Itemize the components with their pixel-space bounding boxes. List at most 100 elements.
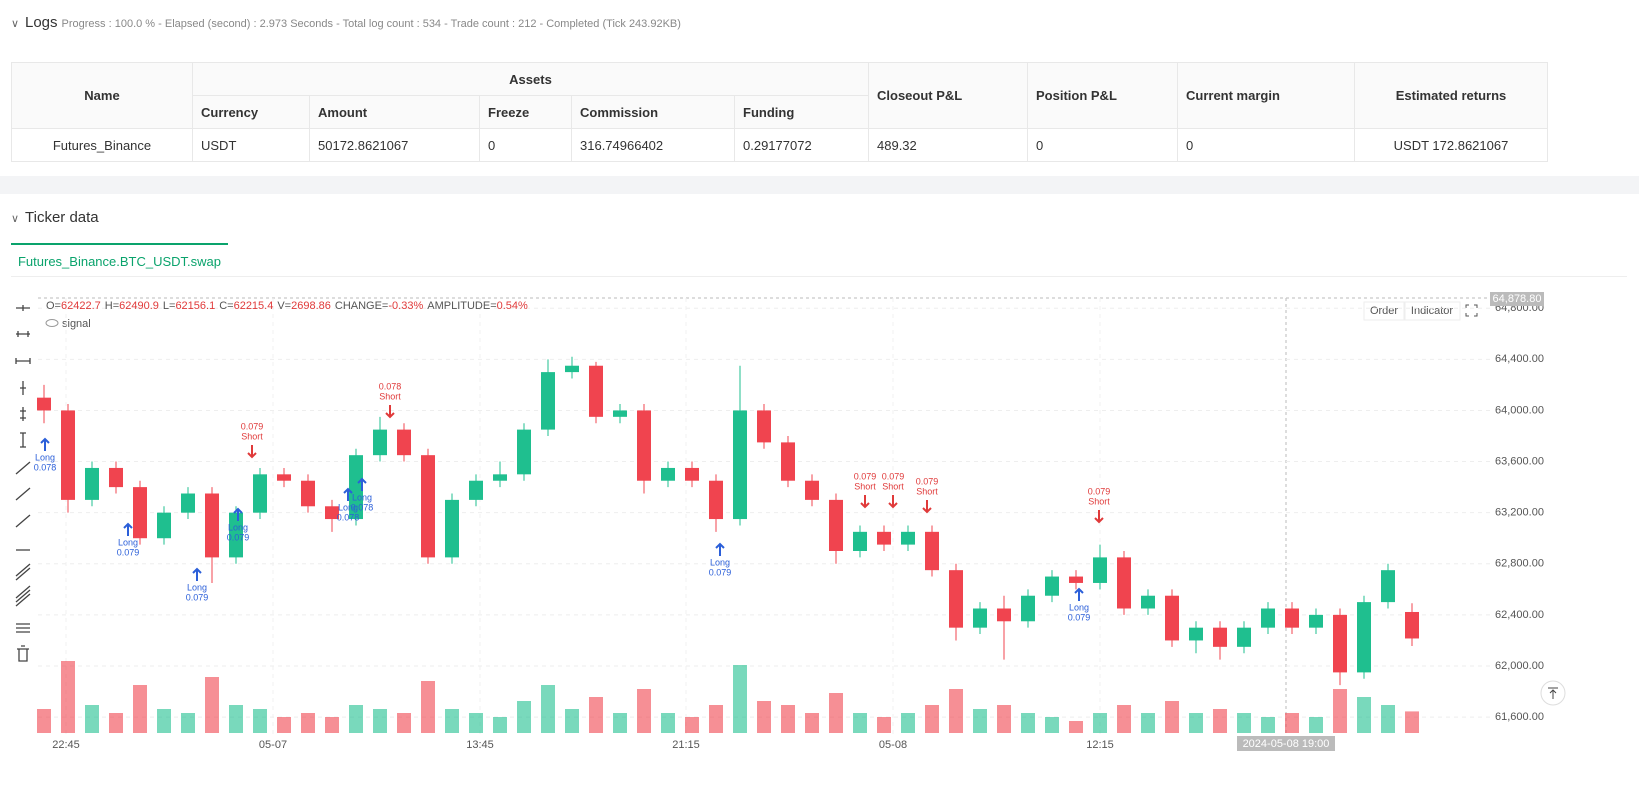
volume-bar — [205, 677, 219, 733]
candle-body — [829, 499, 843, 551]
logs-header[interactable]: ∨ Logs Progress : 100.0 % - Elapsed (secon… — [11, 14, 681, 31]
y-tick-label: 64,000.00 — [1495, 404, 1544, 416]
volume-bar — [1117, 705, 1131, 733]
cell: USDT — [192, 128, 310, 162]
candle-body — [805, 480, 819, 500]
ohlc-value: 62490.9 — [119, 300, 159, 312]
volume-bar — [1021, 713, 1035, 733]
signal-amount: 0.079 — [1068, 612, 1091, 622]
volume-bar — [493, 717, 507, 733]
cell: USDT 172.8621067 — [1354, 128, 1548, 162]
crosshair-y-box — [1490, 292, 1544, 306]
volume-bar — [349, 705, 363, 733]
candle-body — [349, 455, 363, 520]
candle-body — [781, 442, 795, 481]
symbol-tab[interactable]: Futures_Binance.BTC_USDT.swap — [11, 243, 228, 277]
volume-bar — [1093, 713, 1107, 733]
candle-body — [277, 474, 291, 481]
candle-body — [613, 410, 627, 417]
candle-body — [61, 410, 75, 500]
volume-bar — [421, 681, 435, 733]
candle-body — [853, 531, 867, 551]
signal-side: Long — [118, 537, 138, 547]
volume-bar — [877, 717, 891, 733]
candle-body — [685, 467, 699, 481]
ohlc-value: 62215.4 — [234, 300, 274, 312]
candle-body — [1189, 627, 1203, 641]
volume-bar — [541, 685, 555, 733]
candle-body — [1285, 608, 1299, 628]
candle-body — [661, 467, 675, 481]
candle-body — [373, 429, 387, 456]
tool-icon[interactable] — [16, 305, 30, 311]
signal-side: Long — [187, 582, 207, 592]
cell: 0 — [479, 128, 572, 162]
tool-icon[interactable] — [15, 461, 31, 475]
volume-bar — [1309, 717, 1323, 733]
candle-body — [1021, 595, 1035, 622]
candle-body — [445, 499, 459, 558]
volume-bar — [829, 693, 843, 733]
volume-bar — [1189, 713, 1203, 733]
signal-amount: 0.078 — [34, 462, 57, 472]
volume-bar — [397, 713, 411, 733]
volume-bar — [613, 713, 627, 733]
logs-title: Logs — [25, 14, 58, 31]
tool-icon[interactable] — [20, 407, 26, 421]
volume-bar — [61, 661, 75, 733]
y-tick-label: 62,000.00 — [1495, 660, 1544, 672]
cell: 0.29177072 — [734, 128, 869, 162]
tool-icon[interactable] — [20, 432, 26, 448]
volume-bar — [685, 717, 699, 733]
volume-bar — [1357, 697, 1371, 733]
ohlc-value: 62422.7 — [61, 300, 101, 312]
candle-body — [397, 429, 411, 456]
header-cell: Amount — [309, 95, 480, 129]
legend-label: signal — [62, 318, 91, 330]
volume-bar — [517, 701, 531, 733]
tool-icon[interactable] — [20, 381, 26, 395]
tool-icon[interactable] — [15, 358, 31, 364]
candle-body — [1045, 576, 1059, 596]
candle-body — [637, 410, 651, 481]
fullscreen-icon[interactable] — [1465, 304, 1478, 317]
header-cell: Position P&L — [1027, 62, 1178, 129]
signal-side: Short — [379, 391, 401, 401]
ticker-title: Ticker data — [25, 209, 99, 226]
candle-body — [1333, 614, 1347, 673]
ticker-header[interactable]: ∨ Ticker data — [11, 209, 99, 226]
signal-side: Short — [241, 431, 263, 441]
volume-bar — [469, 713, 483, 733]
header-cell: Closeout P&L — [868, 62, 1028, 129]
delete-icon[interactable] — [17, 645, 29, 662]
volume-bar — [157, 709, 171, 733]
tool-icon[interactable] — [15, 563, 31, 581]
volume-bar — [781, 705, 795, 733]
signal-amount: 0.079 — [882, 471, 905, 481]
tool-icon[interactable] — [15, 487, 31, 501]
tool-icon[interactable] — [15, 514, 31, 528]
assets-table: Name Assets Closeout P&L Position P&L Cu… — [11, 62, 1548, 162]
candle-body — [541, 372, 555, 430]
indicator-button[interactable] — [1404, 301, 1461, 321]
crosshair-y-label: 64,878.80 — [1493, 293, 1542, 305]
volume-bar — [997, 705, 1011, 733]
ohlc-label: H= — [105, 300, 119, 312]
candle-body — [469, 480, 483, 500]
tool-icon[interactable] — [16, 623, 30, 633]
tool-icon[interactable] — [15, 585, 31, 607]
order-button[interactable] — [1363, 301, 1405, 321]
x-tick-label: 05-08 — [879, 739, 907, 751]
volume-bar — [1405, 711, 1419, 733]
signal-side: Short — [1088, 496, 1110, 506]
short-arrow — [1094, 510, 1104, 524]
eye-icon[interactable] — [45, 319, 59, 327]
candle-body — [925, 531, 939, 571]
volume-bar — [1141, 713, 1155, 733]
signal-side: Long — [338, 502, 358, 512]
candle-body — [733, 410, 747, 520]
candle-body — [589, 365, 603, 417]
tool-icon[interactable] — [16, 331, 30, 337]
candle-body — [301, 480, 315, 507]
